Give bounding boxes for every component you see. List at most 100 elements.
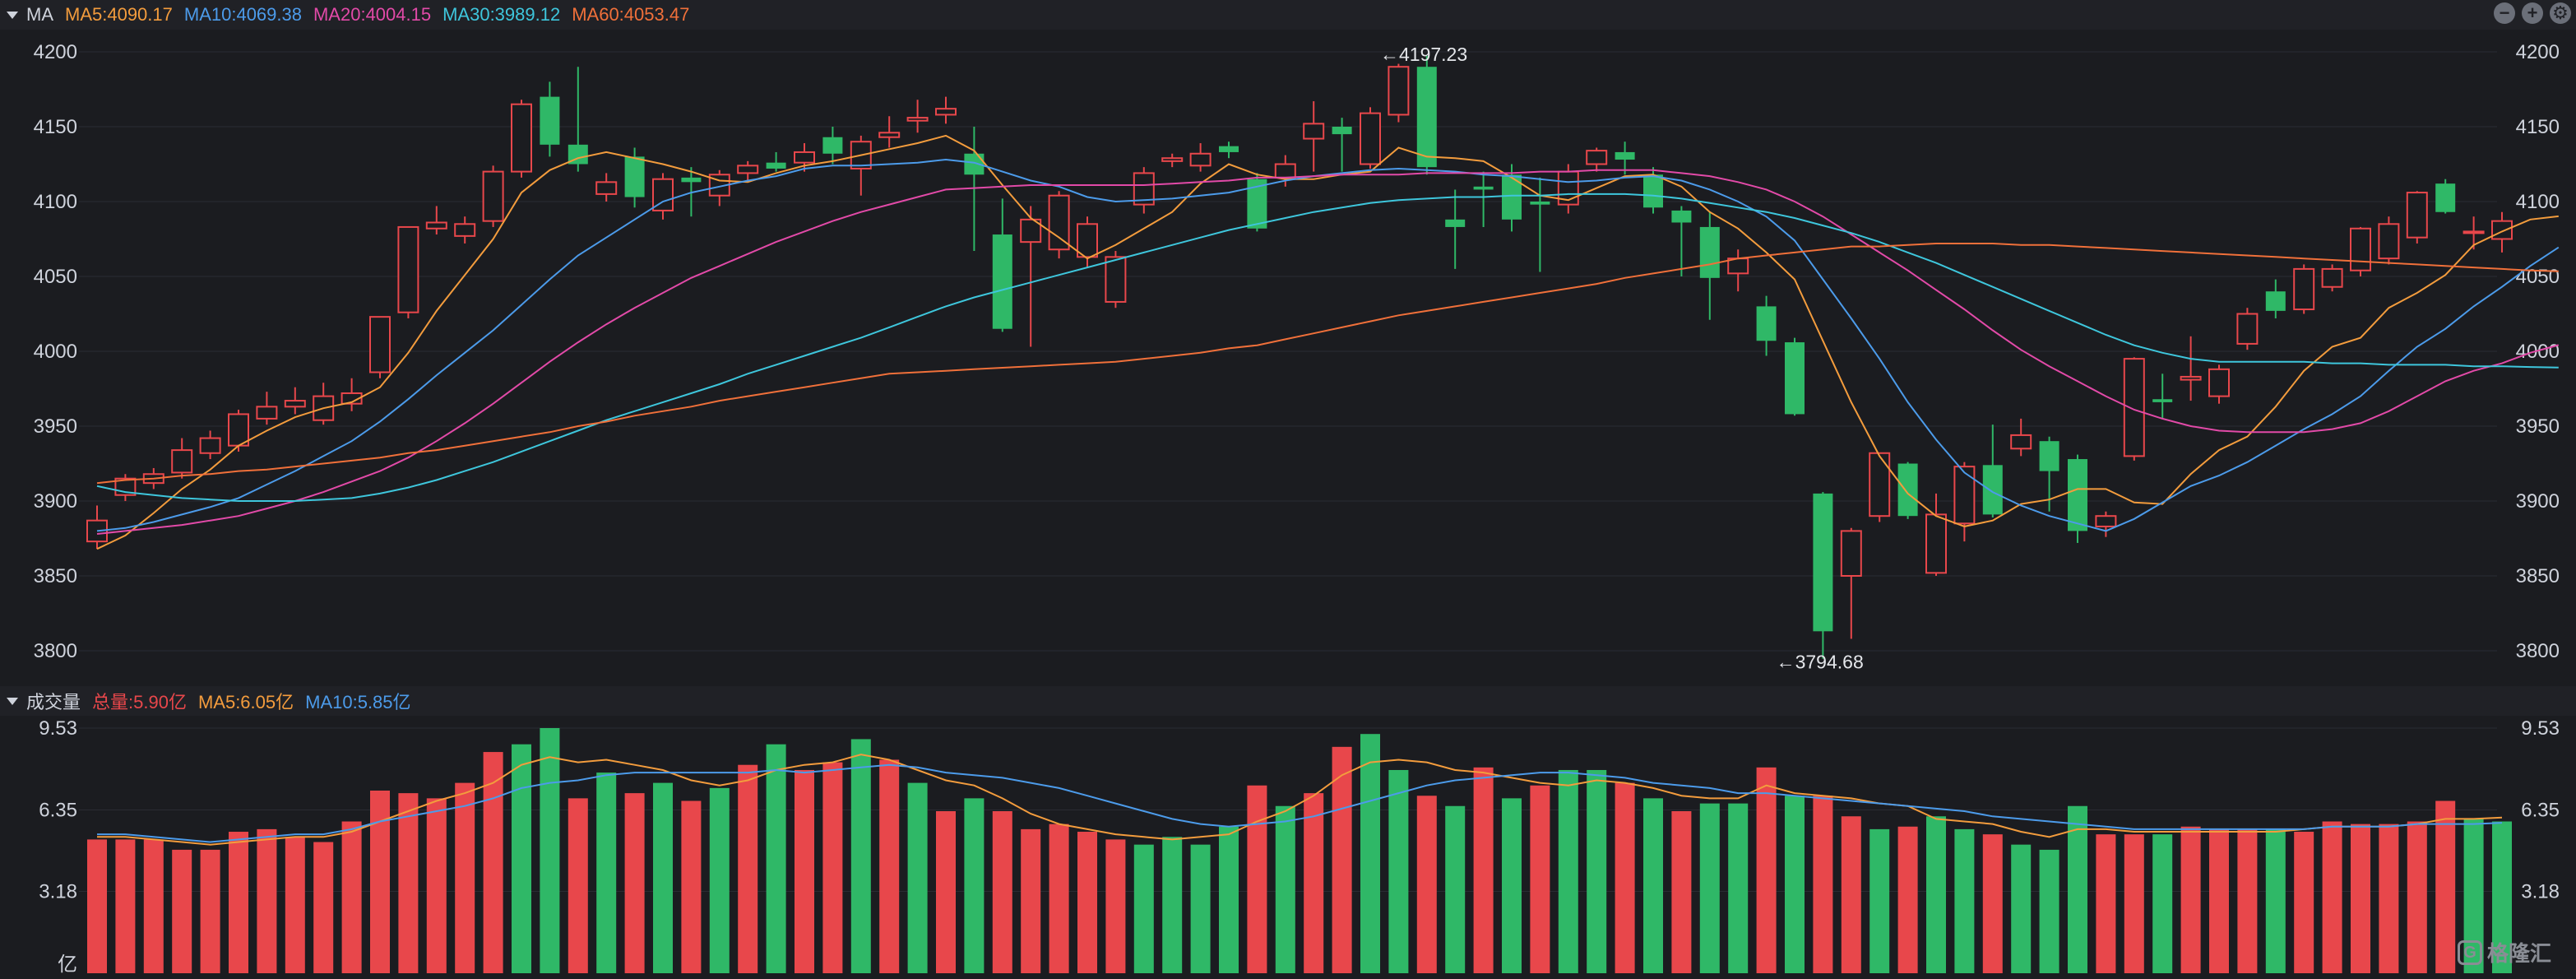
- volume-bar: [341, 821, 362, 973]
- volume-bar: [2322, 821, 2342, 973]
- candle-body: [1586, 150, 1608, 165]
- candle: [878, 116, 901, 148]
- candle: [1416, 56, 1437, 175]
- volume-bar: [1699, 803, 1720, 973]
- candle: [1840, 527, 1862, 639]
- volume-bar: [1785, 796, 1805, 973]
- candle-body: [1189, 152, 1212, 167]
- candle: [1897, 462, 1918, 519]
- volume-ma-line-ma5: [97, 754, 2503, 846]
- candle: [794, 143, 815, 172]
- candle: [2435, 179, 2456, 214]
- candle-body: [1048, 194, 1070, 251]
- volume-bar: [1247, 785, 1267, 973]
- volume-tick-label-right: 3.18: [2521, 881, 2560, 903]
- volume-bar: [1304, 793, 1324, 973]
- candle: [1615, 142, 1635, 175]
- candle: [454, 216, 476, 244]
- candle-body: [1332, 127, 1352, 135]
- zoom-in-icon[interactable]: +: [2522, 2, 2543, 24]
- candle-body: [397, 225, 419, 313]
- volume-bar: [1954, 828, 1975, 973]
- candle: [2293, 264, 2315, 314]
- candle: [2208, 364, 2230, 404]
- volume-bar: [936, 811, 956, 973]
- volume-tick-label-left: 6.35: [39, 799, 77, 821]
- ma20-value: MA20:4004.15: [313, 4, 432, 25]
- volume-bar: [596, 773, 617, 973]
- candle-body: [2406, 192, 2428, 239]
- volume-bar: [795, 769, 814, 973]
- candle: [2321, 264, 2343, 292]
- candle: [1161, 153, 1184, 168]
- price-tick-label-left: 4000: [34, 341, 77, 363]
- candle-body: [2152, 399, 2173, 402]
- volume-bar: [1671, 811, 1692, 973]
- candle-body: [1473, 186, 1494, 190]
- candle-body: [2095, 515, 2117, 527]
- ma-line-ma20: [96, 169, 2560, 535]
- candle: [1105, 251, 1127, 309]
- candle: [2406, 191, 2428, 244]
- volume-bar: [370, 790, 390, 973]
- candle: [1473, 171, 1494, 227]
- volume-bar: [907, 782, 928, 973]
- volume-bar: [653, 782, 673, 973]
- volume-bar: [766, 744, 786, 973]
- candle: [992, 198, 1012, 332]
- volume-bar: [2068, 805, 2087, 973]
- volume-bar: [1473, 767, 1494, 973]
- settings-icon[interactable]: ⚙: [2550, 2, 2571, 24]
- volume-tick-label-right: 9.53: [2521, 717, 2560, 740]
- logo-text: 格隆汇: [2486, 941, 2551, 966]
- volume-bar: [1897, 826, 1918, 973]
- price-tick-label-right: 3800: [2516, 640, 2560, 662]
- candle: [369, 316, 391, 378]
- candle: [652, 173, 674, 220]
- candle: [1530, 177, 1550, 272]
- volume-bar: [2407, 821, 2427, 973]
- volume-ma-line-ma10: [97, 763, 2503, 843]
- candle-body: [341, 392, 363, 405]
- candle-body: [1756, 306, 1777, 341]
- collapse-icon[interactable]: [7, 697, 18, 705]
- price-tick-label-right: 3900: [2516, 490, 2560, 513]
- volume-legend-bar: 成交量 总量:5.90亿 MA5:6.05亿 MA10:5.85亿: [0, 686, 2576, 716]
- price-tick-label-right: 4000: [2516, 341, 2560, 363]
- volume-bar: [2011, 844, 2032, 973]
- candle: [86, 505, 108, 550]
- vol-ma10-value: MA10:5.85亿: [305, 692, 411, 712]
- candle-body: [1671, 210, 1692, 223]
- price-tick-label-left: 4150: [34, 116, 77, 138]
- candle-body: [2491, 220, 2513, 240]
- candle-body: [1274, 163, 1296, 179]
- volume-tick-label-right: 6.35: [2521, 799, 2560, 821]
- candle-body: [822, 137, 843, 154]
- candle: [1982, 425, 2003, 518]
- candle: [737, 160, 759, 181]
- volume-bar: [681, 800, 702, 973]
- volume-bar: [709, 787, 730, 973]
- candle-body: [256, 406, 278, 420]
- candle-body: [199, 437, 221, 454]
- candle-body: [935, 108, 957, 116]
- candle-body: [1360, 112, 1381, 165]
- volume-bar: [257, 828, 277, 973]
- candle-body: [1105, 256, 1127, 303]
- candle: [1785, 337, 1805, 416]
- volume-unit-label: 亿: [58, 953, 77, 976]
- candle-body: [2350, 227, 2371, 271]
- candle-body: [1813, 493, 1833, 632]
- collapse-icon[interactable]: [7, 11, 18, 19]
- candle: [595, 173, 618, 202]
- volume-bar: [1756, 767, 1777, 973]
- candle-body: [766, 162, 786, 169]
- candle: [2152, 374, 2173, 419]
- volume-bar: [313, 842, 334, 973]
- zoom-out-icon[interactable]: −: [2494, 2, 2515, 24]
- candle-body: [1416, 67, 1437, 168]
- candle: [1189, 143, 1212, 172]
- candle-body: [1219, 146, 1239, 152]
- volume-bar: [200, 849, 220, 973]
